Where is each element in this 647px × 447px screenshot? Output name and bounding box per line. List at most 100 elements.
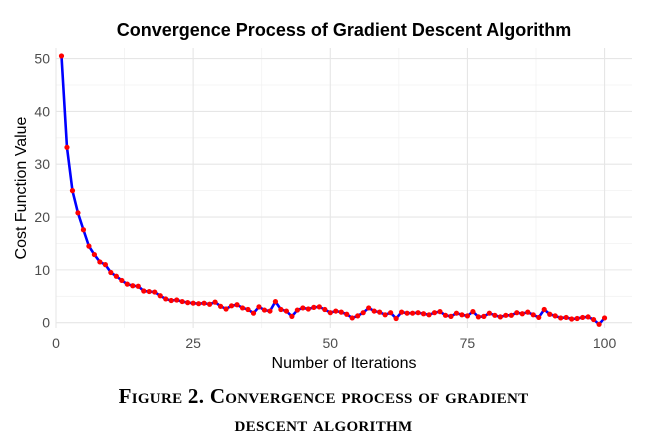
figure-caption-line1: Figure 2. Convergence process of gradien… (118, 384, 529, 408)
data-point (585, 314, 591, 320)
data-point (464, 313, 471, 319)
data-point (119, 277, 125, 284)
data-point (157, 293, 163, 299)
data-point (201, 300, 207, 306)
data-point (547, 311, 553, 317)
data-point (108, 269, 114, 276)
data-point (267, 308, 273, 314)
data-point (492, 312, 498, 318)
data-point (420, 311, 427, 317)
y-tick-label: 20 (34, 209, 50, 225)
data-point (404, 310, 410, 316)
data-point (316, 304, 322, 310)
data-point (239, 305, 246, 311)
y-tick-label: 0 (42, 315, 50, 331)
data-point (174, 297, 180, 303)
data-point (344, 311, 350, 317)
data-point (86, 243, 92, 249)
data-point (514, 310, 520, 316)
x-tick-label: 50 (322, 335, 338, 351)
data-point (141, 288, 147, 294)
data-point (196, 301, 202, 307)
data-point (278, 306, 284, 313)
data-point (179, 298, 185, 305)
data-point (508, 312, 514, 318)
data-point (97, 259, 103, 265)
data-point (113, 273, 119, 279)
data-point (552, 313, 558, 319)
points-layer (58, 53, 608, 327)
data-point (596, 321, 602, 327)
grid (55, 48, 632, 328)
tick-labels: 0 25 50 75 100 0 10 20 30 40 50 (34, 51, 616, 351)
data-point (289, 313, 295, 319)
data-point (130, 283, 136, 289)
data-point (223, 306, 229, 312)
data-point (563, 314, 569, 321)
data-point (245, 306, 251, 313)
data-point (360, 310, 366, 316)
data-point (525, 309, 531, 315)
data-point (146, 288, 152, 295)
data-point (355, 313, 361, 319)
x-axis-title: Number of Iterations (272, 355, 417, 372)
data-point (388, 310, 394, 316)
data-point (338, 309, 344, 315)
y-axis-title: Cost Function Value (13, 116, 30, 259)
data-point (234, 302, 240, 308)
data-point (399, 309, 405, 315)
data-point (377, 309, 383, 315)
data-point (102, 262, 108, 268)
data-point (212, 299, 218, 305)
data-point (300, 305, 306, 311)
data-point (459, 312, 465, 318)
y-tick-label: 10 (34, 262, 50, 278)
series-layer (60, 55, 606, 326)
data-point (58, 53, 65, 59)
data-point (431, 310, 438, 316)
data-point (382, 312, 388, 318)
data-point (124, 281, 130, 287)
data-point (503, 312, 509, 318)
data-point (256, 304, 262, 310)
y-tick-label: 30 (34, 156, 50, 172)
data-point (442, 312, 449, 318)
data-point (349, 315, 355, 321)
data-point (437, 309, 443, 315)
data-point (426, 312, 432, 318)
x-tick-label: 100 (593, 335, 617, 351)
data-point (569, 316, 575, 322)
data-point (536, 314, 542, 321)
data-point (574, 315, 580, 322)
data-point (601, 315, 608, 321)
data-point (163, 296, 169, 302)
data-point (475, 314, 481, 320)
data-point (333, 308, 339, 314)
y-tick-label: 40 (34, 103, 50, 119)
data-point (217, 303, 224, 309)
data-point (393, 315, 399, 322)
data-point (152, 289, 158, 295)
chart-title: Convergence Process of Gradient Descent … (117, 20, 571, 40)
data-point (580, 314, 586, 321)
data-point (311, 304, 317, 310)
data-point (91, 251, 97, 258)
data-point (185, 300, 191, 306)
data-point (135, 283, 141, 289)
data-point (409, 310, 416, 316)
data-point (261, 307, 268, 313)
data-point (541, 306, 547, 313)
data-point (327, 310, 333, 316)
data-point (558, 315, 564, 321)
cost-line (60, 55, 606, 326)
data-point (366, 305, 372, 311)
data-point (481, 313, 487, 319)
data-point (530, 312, 536, 318)
data-point (272, 298, 279, 305)
data-point (64, 144, 70, 150)
data-point (305, 306, 311, 312)
convergence-chart: 0 25 50 75 100 0 10 20 30 40 50 Convergence Proces… (13, 20, 632, 372)
data-point (69, 188, 76, 194)
data-point (80, 227, 87, 233)
y-tick-label: 50 (34, 51, 50, 67)
